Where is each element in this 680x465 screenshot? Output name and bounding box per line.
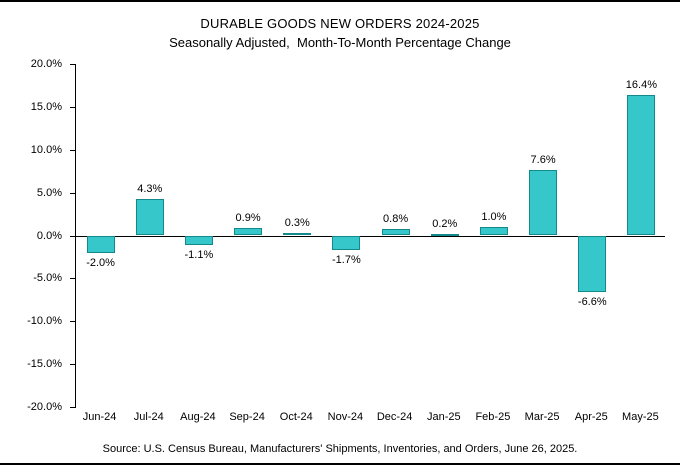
y-tick-mark [70,278,76,279]
x-tick-label: Mar-25 [524,411,560,423]
y-axis-labels: 20.0% 15.0% 10.0% 5.0% 0.0% -5.0% -10.0% -15.0%… [0,2,68,463]
x-tick-label: Nov-24 [327,411,364,423]
bar [578,235,607,293]
bar [627,94,656,236]
y-tick-label: -5.0% [33,272,62,284]
bar [86,235,115,253]
bar [381,228,410,236]
y-tick-mark [70,64,76,65]
bar-value-label: 0.3% [284,216,310,229]
y-tick-label: 20.0% [30,58,62,70]
bar-value-label: -1.1% [184,248,214,261]
x-axis-line [76,236,665,237]
x-axis-labels: Jun-24 Jul-24 Aug-24 Sep-24 Oct-24 Nov-24 Dec-… [75,411,665,425]
x-tick-label: Jul-24 [133,411,164,423]
bar [283,232,312,236]
bar-value-label: 7.6% [530,154,556,167]
y-tick-mark [70,321,76,322]
chart-title: DURABLE GOODS NEW ORDERS 2024-2025 [200,16,480,31]
bar-value-label: 0.8% [383,212,409,225]
y-tick-label: 0.0% [36,230,62,242]
y-tick-label: 5.0% [36,187,62,199]
y-tick-label: -20.0% [27,401,62,413]
bar-value-label: -2.0% [86,256,115,269]
bar [479,226,508,236]
x-tick-label: Sep-24 [229,411,265,423]
chart-subtitle: Seasonally Adjusted, Month-To-Month Perc… [169,35,511,50]
bar-value-label: 0.2% [432,217,458,230]
y-tick-mark [70,364,76,365]
bar-value-label: 0.9% [235,211,261,224]
bar-value-label: -1.7% [332,254,361,267]
y-tick-mark [70,193,76,194]
bar [184,235,213,245]
x-tick-label: Apr-25 [574,411,608,423]
bar [430,233,459,236]
bar [332,235,361,251]
y-tick-label: 15.0% [30,101,62,113]
x-tick-label: Dec-24 [376,411,413,423]
x-tick-label: May-25 [622,411,659,423]
y-tick-label: -15.0% [27,358,62,370]
source-note: Source: U.S. Census Bureau, Manufacturer… [102,443,578,455]
bar [234,227,263,236]
x-tick-label: Aug-24 [180,411,216,423]
bar-value-label: -6.6% [577,296,607,309]
bar-value-label: 16.4% [625,78,657,91]
y-tick-mark [70,150,76,151]
x-tick-label: Oct-24 [279,411,313,423]
x-tick-label: Jan-25 [426,411,461,423]
bar-value-label: 1.0% [481,210,507,223]
x-tick-label: Feb-25 [475,411,511,423]
plot-area: -2.0% 4.3% -1.1% 0.9% 0.3% -1.7% 0.8% 0.2% 1.0% 7… [70,64,665,408]
y-tick-mark [70,407,76,408]
bar [135,198,164,236]
y-tick-mark [70,107,76,108]
bar [529,170,558,236]
y-tick-label: -10.0% [27,315,62,327]
bar-value-label: 4.3% [137,182,163,195]
y-tick-mark [70,236,76,237]
x-tick-label: Jun-24 [82,411,117,423]
y-tick-label: 10.0% [30,144,62,156]
